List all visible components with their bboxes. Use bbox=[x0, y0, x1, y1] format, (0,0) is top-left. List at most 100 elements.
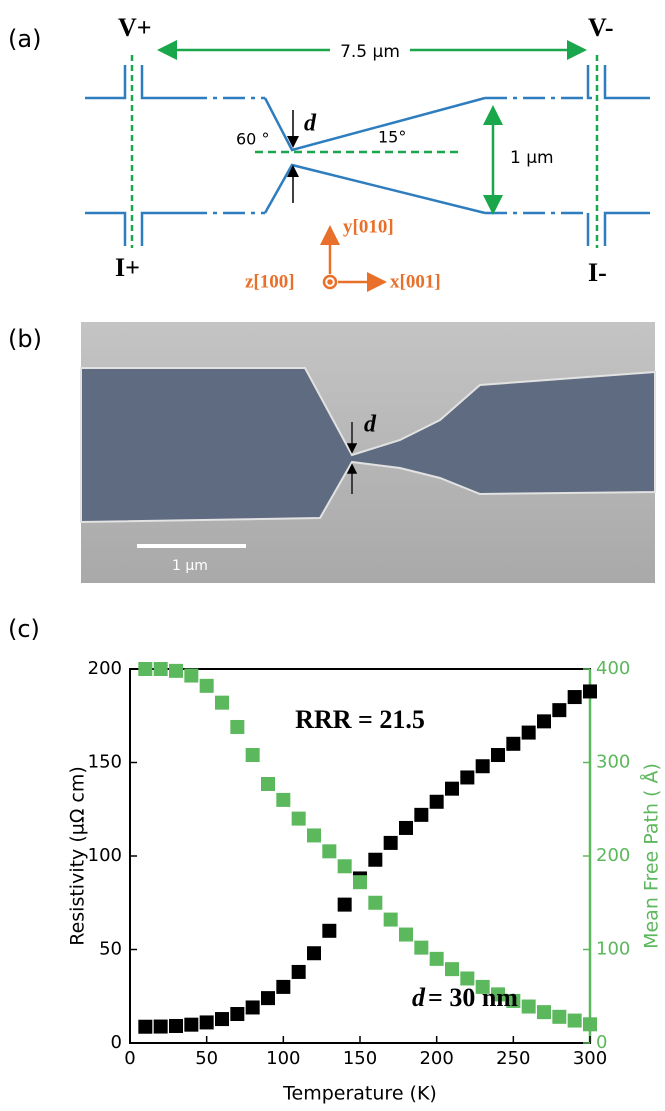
terminal-label: V+ bbox=[118, 13, 152, 42]
x-axis-label: Temperature (K) bbox=[282, 1083, 437, 1105]
data-point bbox=[245, 1000, 260, 1015]
gap-label: d bbox=[364, 412, 377, 438]
y-axis-label: Resistivity (µΩ cm) bbox=[67, 766, 89, 946]
axes-icon bbox=[320, 225, 387, 292]
data-point bbox=[506, 736, 521, 751]
data-point bbox=[414, 807, 429, 822]
data-point bbox=[537, 714, 551, 729]
data-point bbox=[261, 777, 275, 792]
panel-label: (a) bbox=[8, 25, 41, 53]
data-point bbox=[583, 1017, 597, 1032]
data-point bbox=[307, 828, 321, 843]
data-point bbox=[307, 946, 321, 961]
data-point bbox=[460, 971, 475, 986]
gap-label: d bbox=[304, 111, 317, 137]
axis-label: y[010] bbox=[343, 216, 394, 237]
data-point bbox=[153, 1019, 168, 1034]
data-point bbox=[491, 748, 505, 763]
data-point bbox=[414, 940, 429, 955]
data-point bbox=[276, 979, 291, 994]
data-point bbox=[337, 897, 352, 912]
data-point bbox=[353, 875, 367, 890]
x-tick-label: 150 bbox=[343, 1048, 377, 1069]
data-point bbox=[445, 962, 459, 977]
data-point bbox=[475, 759, 490, 774]
data-point bbox=[583, 684, 597, 699]
x-tick-label: 200 bbox=[419, 1048, 453, 1069]
data-point bbox=[138, 662, 153, 676]
data-point bbox=[368, 895, 383, 910]
data-point bbox=[337, 859, 352, 874]
panel-label: (b) bbox=[8, 325, 42, 353]
data-point bbox=[169, 1018, 183, 1033]
y2-tick-label: 300 bbox=[596, 752, 630, 773]
angle-label: 60 ° bbox=[236, 130, 269, 149]
data-point bbox=[138, 1019, 153, 1034]
chart: 0 50 100 150 200 250 3000501001502000100200300… bbox=[67, 658, 663, 1105]
data-point bbox=[184, 1017, 199, 1032]
y2-tick-label: 200 bbox=[596, 845, 630, 866]
panel-a: (a) 7.5 µm 1 µm 60 ° 15° d V+ V- I+ I- bbox=[8, 13, 650, 292]
data-point bbox=[199, 678, 214, 693]
data-point bbox=[383, 912, 398, 927]
data-point bbox=[215, 695, 229, 710]
terminal-label: I+ bbox=[115, 253, 140, 282]
y-tick-label: 150 bbox=[88, 752, 122, 773]
data-point bbox=[215, 1012, 229, 1027]
data-point bbox=[429, 794, 444, 809]
sem-metal bbox=[80, 367, 656, 524]
data-point bbox=[322, 844, 337, 859]
data-point bbox=[169, 663, 183, 678]
data-point bbox=[567, 1013, 582, 1028]
y2-tick-label: 100 bbox=[596, 939, 630, 960]
data-point bbox=[383, 835, 398, 850]
terminal-label: I- bbox=[588, 258, 607, 287]
data-point bbox=[261, 991, 275, 1006]
x-tick-label: 250 bbox=[496, 1048, 530, 1069]
data-point bbox=[475, 979, 490, 994]
y2-tick-label: 0 bbox=[596, 1032, 607, 1053]
data-point bbox=[521, 999, 536, 1014]
data-point bbox=[368, 852, 383, 867]
data-point bbox=[445, 781, 459, 796]
panel-label: (c) bbox=[8, 615, 40, 643]
length-label: 7.5 µm bbox=[340, 42, 400, 62]
x-tick-label: 0 bbox=[124, 1048, 135, 1069]
data-point bbox=[291, 964, 306, 979]
data-point bbox=[552, 1009, 567, 1024]
data-point bbox=[567, 690, 582, 705]
data-point bbox=[506, 993, 521, 1008]
axis-label: x[001] bbox=[390, 271, 441, 292]
data-point bbox=[521, 725, 536, 740]
x-tick-label: 300 bbox=[573, 1048, 607, 1069]
x-tick-label: 50 bbox=[195, 1048, 218, 1069]
data-point bbox=[399, 927, 413, 942]
width-label: 1 µm bbox=[510, 148, 554, 168]
guides bbox=[130, 40, 599, 248]
data-point bbox=[199, 1015, 214, 1030]
data-point bbox=[460, 770, 475, 785]
data-point bbox=[153, 662, 168, 676]
data-point bbox=[429, 951, 444, 966]
data-point bbox=[184, 668, 199, 683]
data-point bbox=[537, 1005, 551, 1020]
y2-tick-label: 400 bbox=[596, 658, 630, 679]
scale-label: 1 µm bbox=[172, 558, 208, 574]
y-tick-label: 100 bbox=[88, 845, 122, 866]
y-tick-label: 0 bbox=[111, 1032, 122, 1053]
data-point bbox=[230, 1007, 245, 1022]
y-tick-label: 50 bbox=[99, 939, 122, 960]
data-point bbox=[245, 748, 260, 763]
annotation: RRR = 21.5 bbox=[295, 705, 425, 734]
y-tick-label: 200 bbox=[88, 658, 122, 679]
x-tick-label: 100 bbox=[266, 1048, 300, 1069]
data-point bbox=[552, 703, 567, 718]
terminal-label: V- bbox=[588, 13, 614, 42]
panel-b: (b) d 1 µm bbox=[8, 322, 656, 583]
angle-label: 15° bbox=[378, 128, 406, 147]
data-point bbox=[230, 719, 245, 734]
data-point bbox=[399, 820, 413, 835]
data-point bbox=[491, 987, 505, 1002]
annotation: = 30 nm bbox=[428, 983, 518, 1012]
